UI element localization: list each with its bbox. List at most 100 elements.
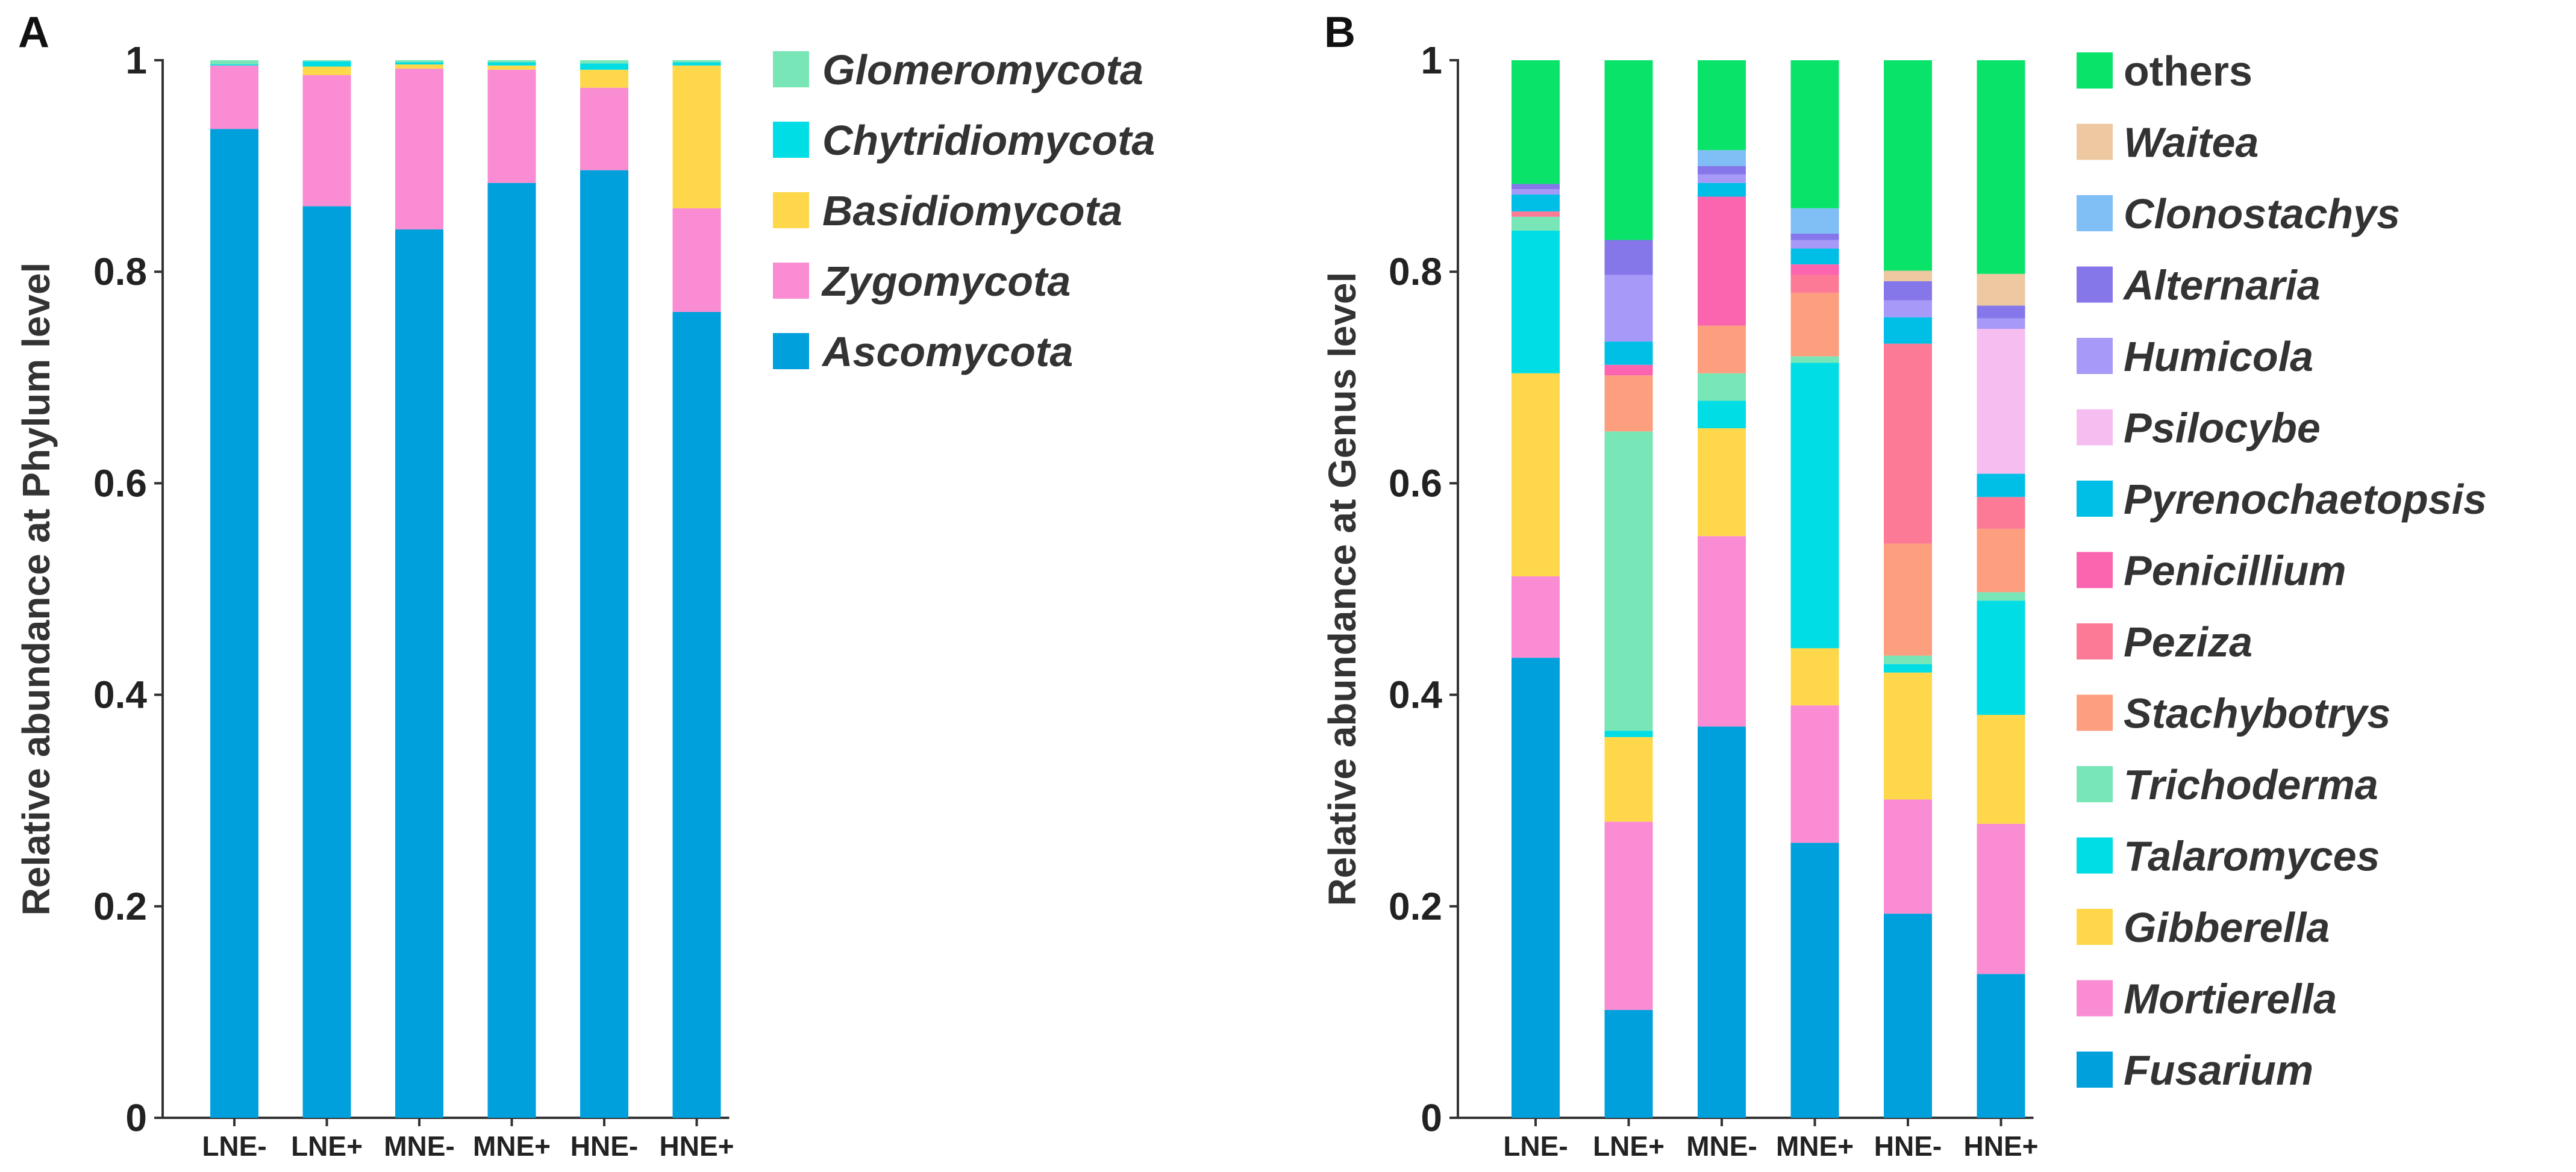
panel-b-bar-hne-gibberella bbox=[1884, 672, 1932, 800]
panel-b-legend-swatch-gibberella bbox=[2077, 909, 2113, 945]
panel-b-legend-label-peziza: Peziza bbox=[2124, 619, 2252, 665]
panel-b-bar-mne-mortierella bbox=[1698, 536, 1746, 727]
panel-a-bar-mne-glomeromycota bbox=[395, 60, 443, 63]
panel-b-x-tick-label: LNE+ bbox=[1593, 1130, 1665, 1162]
panel-a-bar-hne-zygomycota bbox=[580, 87, 628, 170]
panel-b-legend-swatch-waitea bbox=[2077, 123, 2113, 160]
panel-b-legend-label-pyrenochaetopsis: Pyrenochaetopsis bbox=[2124, 476, 2487, 523]
panel-b-bar-lne-gibberella bbox=[1512, 373, 1560, 576]
panel-b-legend-label-mortierella: Mortierella bbox=[2124, 976, 2337, 1023]
panel-a-bar-mne-ascomycota bbox=[395, 229, 443, 1118]
panel-b-bar-mne-alternaria bbox=[1698, 166, 1746, 175]
panel-b-bar-hne-talaromyces bbox=[1884, 664, 1932, 673]
panel-a-legend-label-zygomycota: Zygomycota bbox=[821, 258, 1071, 305]
panel-b-legend-swatch-humicola bbox=[2077, 338, 2113, 374]
panel-b-bar-mne-gibberella bbox=[1698, 428, 1746, 537]
panel-b-y-tick-label: 0.4 bbox=[1389, 673, 1442, 717]
panel-a-x-tick-label: HNE+ bbox=[660, 1130, 734, 1162]
panel-b-bar-lne-trichoderma bbox=[1512, 216, 1560, 231]
panel-b-bar-hne-waitea bbox=[1884, 270, 1932, 282]
panel-b-bar-lne-gibberella bbox=[1604, 737, 1653, 822]
panel-b-y-tick-label: 0 bbox=[1421, 1096, 1442, 1139]
panel-b-legend-swatch-trichoderma bbox=[2077, 766, 2113, 802]
panel-b-x-tick-label: HNE+ bbox=[1964, 1130, 2039, 1162]
panel-a-x-tick-label: HNE- bbox=[571, 1130, 638, 1162]
panel-b-x-tick-label: HNE- bbox=[1874, 1130, 1942, 1162]
panel-b-bar-mne-gibberella bbox=[1790, 648, 1839, 706]
panel-b-bar-lne-mortierella bbox=[1512, 576, 1560, 658]
panel-b-legend-swatch-pyrenochaetopsis bbox=[2077, 481, 2113, 517]
panel-b-bar-hne-alternaria bbox=[1884, 281, 1932, 301]
panel-b-legend-label-humicola: Humicola bbox=[2124, 333, 2313, 380]
panel-b-bar-lne-alternaria bbox=[1512, 184, 1560, 190]
panel-a-y-tick-label: 1 bbox=[125, 39, 147, 82]
panel-a-bar-mne-basidiomycota bbox=[487, 65, 536, 70]
panel-a-bar-mne-chytridiomycota bbox=[395, 62, 443, 65]
panel-a-bar-hne-basidiomycota bbox=[580, 69, 628, 88]
panel-b-bar-hne-alternaria bbox=[1977, 305, 2025, 319]
panel-a-bar-mne-ascomycota bbox=[487, 182, 536, 1118]
panel-b-bar-lne-pyrenochaetopsis bbox=[1604, 341, 1653, 365]
panel-a-bar-lne-zygomycota bbox=[302, 75, 351, 207]
panel-b-bar-mne-trichoderma bbox=[1790, 356, 1839, 363]
panel-b-y-axis-label: Relative abundance at Genus level bbox=[1321, 272, 1364, 906]
panel-b-bar-hne-pyrenochaetopsis bbox=[1884, 317, 1932, 344]
panel-b-bar-mne-pyrenochaetopsis bbox=[1698, 182, 1746, 197]
panel-a-legend-swatch-ascomycota bbox=[773, 333, 809, 369]
panel-b-bar-hne-others bbox=[1884, 60, 1932, 271]
panel-b-y-tick-label: 0.8 bbox=[1389, 250, 1442, 293]
panel-a-bar-lne-glomeromycota bbox=[210, 60, 258, 65]
panel-b-bar-mne-talaromyces bbox=[1698, 401, 1746, 429]
panel-b-bar-hne-gibberella bbox=[1977, 714, 2025, 824]
panel-b-bar-mne-alternaria bbox=[1790, 233, 1839, 240]
panel-b-bar-hne-fusarium bbox=[1977, 974, 2025, 1118]
panel-b-bar-lne-trichoderma bbox=[1604, 431, 1653, 731]
panel-b-legend-label-talaromyces: Talaromyces bbox=[2124, 833, 2380, 880]
panel-b-bar-hne-peziza bbox=[1884, 343, 1932, 544]
panel-b-bar-lne-humicola bbox=[1512, 189, 1560, 195]
panel-b-legend-label-others: others bbox=[2124, 48, 2252, 95]
panel-b-bar-lne-others bbox=[1604, 60, 1653, 240]
panel-b-legend-swatch-others bbox=[2077, 52, 2113, 89]
panel-b-bar-hne-pyrenochaetopsis bbox=[1977, 473, 2025, 497]
panel-b-bar-mne-humicola bbox=[1698, 174, 1746, 183]
panel-b-bar-hne-stachybotrys bbox=[1884, 543, 1932, 656]
panel-a-bar-lne-chytridiomycota bbox=[210, 64, 258, 66]
panel-a-x-tick-label: LNE+ bbox=[291, 1130, 363, 1162]
panel-a-bar-hne-chytridiomycota bbox=[580, 63, 628, 70]
panel-a-y-tick-label: 0.6 bbox=[93, 461, 147, 505]
panel-a-y-tick-label: 0.8 bbox=[93, 250, 147, 293]
panel-b-bar-mne-others bbox=[1790, 60, 1839, 208]
panel-b-bar-hne-mortierella bbox=[1884, 799, 1932, 914]
panel-b-bar-hne-stachybotrys bbox=[1977, 528, 2025, 593]
panel-b-x-tick-label: MNE+ bbox=[1776, 1130, 1854, 1162]
panel-b-bar-lne-stachybotrys bbox=[1604, 375, 1653, 432]
panel-b-bar-mne-trichoderma bbox=[1698, 373, 1746, 401]
panel-b-bar-mne-talaromyces bbox=[1790, 363, 1839, 649]
panel-b-bar-hne-humicola bbox=[1884, 300, 1932, 317]
panel-b-legend-swatch-peziza bbox=[2077, 623, 2113, 659]
panel-b-legend-label-psilocybe: Psilocybe bbox=[2124, 405, 2321, 452]
panel-a-bar-hne-ascomycota bbox=[580, 170, 628, 1118]
panel-b-letter: B bbox=[1324, 8, 1355, 57]
panel-b-bar-lne-mortierella bbox=[1604, 821, 1653, 1010]
panel-a-bar-mne-chytridiomycota bbox=[487, 62, 536, 66]
panel-a-bar-mne-glomeromycota bbox=[487, 60, 536, 63]
panel-b-bar-lne-alternaria bbox=[1604, 240, 1653, 275]
panel-b-bar-mne-stachybotrys bbox=[1790, 293, 1839, 357]
panel-b-legend-label-trichoderma: Trichoderma bbox=[2124, 761, 2378, 808]
panel-a-legend-label-glomeromycota: Glomeromycota bbox=[822, 46, 1143, 93]
panel-b-bar-hne-psilocybe bbox=[1977, 329, 2025, 474]
panel-a-bar-hne-zygomycota bbox=[672, 208, 721, 312]
panel-a-bar-lne-ascomycota bbox=[302, 206, 351, 1118]
panel-b-bar-lne-pyrenochaetopsis bbox=[1512, 195, 1560, 212]
panel-b-bar-lne-others bbox=[1512, 60, 1560, 184]
panel-a-bar-lne-basidiomycota bbox=[302, 66, 351, 75]
panel-b-legend-label-penicillium: Penicillium bbox=[2124, 547, 2346, 594]
panel-b-legend-label-clonostachys: Clonostachys bbox=[2124, 190, 2400, 237]
panel-a-bar-lne-glomeromycota bbox=[302, 60, 351, 61]
panel-b-bar-hne-fusarium bbox=[1884, 914, 1932, 1118]
panel-b-legend-swatch-alternaria bbox=[2077, 266, 2113, 303]
panel-a-bar-hne-glomeromycota bbox=[580, 60, 628, 64]
